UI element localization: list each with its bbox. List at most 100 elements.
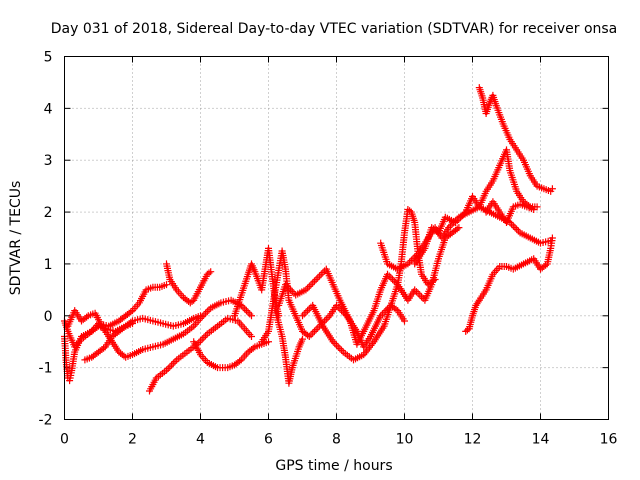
data-point-marker: [455, 224, 463, 232]
data-point-marker: [530, 205, 538, 213]
data-point-marker: [389, 275, 397, 283]
x-tick-label: 6: [264, 432, 273, 448]
chart-title: Day 031 of 2018, Sidereal Day-to-day VTE…: [51, 21, 618, 37]
data-point-marker: [304, 307, 312, 315]
data-point-marker: [474, 298, 482, 306]
data-point-marker: [164, 365, 172, 373]
data-point-marker: [166, 363, 174, 371]
data-point-marker: [310, 327, 318, 335]
y-tick-label: 5: [44, 50, 53, 66]
data-point-marker: [509, 222, 517, 230]
data-point-marker: [300, 310, 308, 318]
series-track-11: [275, 224, 463, 348]
data-point-marker: [265, 338, 272, 346]
y-tick-labels: -2 -1 0 1 2 3 4 5: [39, 50, 53, 429]
data-point-marker: [312, 275, 320, 283]
data-point-marker: [384, 270, 391, 278]
data-point-marker: [200, 333, 208, 341]
data-point-marker: [407, 256, 415, 264]
data-point-marker: [309, 279, 317, 287]
data-point-marker: [305, 333, 313, 341]
y-tick-label: 2: [44, 205, 53, 221]
series-track-10: [271, 307, 306, 387]
data-point-marker: [236, 357, 244, 365]
data-point-marker: [406, 258, 414, 266]
data-point-marker: [336, 345, 344, 353]
data-point-marker: [324, 314, 332, 322]
y-tick-label: 4: [44, 101, 53, 117]
data-point-marker: [418, 293, 425, 301]
data-point-marker: [248, 312, 255, 320]
data-point-marker: [285, 284, 293, 292]
data-point-marker: [197, 337, 204, 345]
data-point-marker: [198, 335, 206, 343]
data-point-marker: [329, 338, 337, 346]
data-point-marker: [416, 291, 424, 299]
data-point-marker: [334, 303, 342, 311]
series-track-4: [81, 312, 204, 364]
data-point-marker: [299, 335, 306, 343]
grid: [64, 56, 609, 420]
data-point-marker: [168, 361, 176, 369]
series-track-16: [475, 84, 556, 195]
data-point-marker: [455, 215, 463, 223]
data-point-marker: [511, 224, 519, 232]
data-point-marker: [205, 306, 213, 314]
data-marks: [61, 84, 556, 395]
data-point-marker: [453, 225, 461, 233]
data-point-marker: [322, 315, 330, 323]
data-point-marker: [431, 275, 439, 283]
data-point-marker: [299, 312, 306, 320]
data-point-marker: [205, 269, 213, 277]
x-tick-label: 8: [332, 432, 341, 448]
series-track-6: [163, 260, 215, 307]
y-tick-label: 3: [44, 153, 53, 169]
data-point-marker: [414, 289, 422, 297]
data-point-marker: [317, 270, 325, 278]
data-point-marker: [392, 305, 400, 313]
data-point-marker: [242, 307, 250, 315]
data-point-marker: [452, 218, 459, 226]
data-point-marker: [288, 288, 296, 296]
data-point-marker: [197, 312, 204, 320]
y-axis-label: SDTVAR / TECUs: [8, 181, 24, 296]
data-point-marker: [457, 213, 465, 221]
data-point-marker: [409, 255, 417, 263]
data-point-marker: [508, 220, 516, 228]
x-tick-label: 16: [600, 432, 618, 448]
data-point-marker: [283, 282, 291, 290]
data-point-marker: [542, 261, 550, 269]
data-point-marker: [458, 212, 466, 220]
data-point-marker: [319, 269, 327, 277]
data-point-marker: [169, 359, 177, 367]
data-point-marker: [310, 277, 318, 285]
x-tick-label: 2: [128, 432, 137, 448]
data-point-marker: [548, 234, 556, 242]
data-point-marker: [163, 281, 170, 289]
data-point-marker: [404, 260, 412, 268]
data-point-marker: [305, 282, 313, 290]
series-track-15: [462, 234, 556, 335]
data-point-marker: [446, 222, 454, 230]
x-tick-label: 0: [60, 432, 69, 448]
data-point-marker: [241, 305, 249, 313]
data-point-marker: [333, 301, 340, 309]
data-point-marker: [287, 286, 295, 294]
plot-frame: [64, 56, 609, 420]
data-point-marker: [83, 313, 91, 321]
data-point-marker: [302, 308, 310, 316]
data-point-marker: [514, 227, 522, 235]
data-point-marker: [302, 286, 310, 294]
data-point-marker: [312, 326, 320, 334]
data-point-marker: [282, 281, 289, 289]
data-point-marker: [100, 344, 108, 352]
data-point-marker: [307, 281, 315, 289]
data-point-marker: [331, 339, 339, 347]
x-tick-label: 4: [196, 432, 205, 448]
x-tick-label: 12: [464, 432, 482, 448]
x-tick-label: 10: [396, 432, 414, 448]
data-point-marker: [127, 308, 135, 316]
data-point-marker: [390, 277, 398, 285]
y-tick-label: -2: [39, 413, 53, 429]
data-point-marker: [411, 286, 419, 294]
